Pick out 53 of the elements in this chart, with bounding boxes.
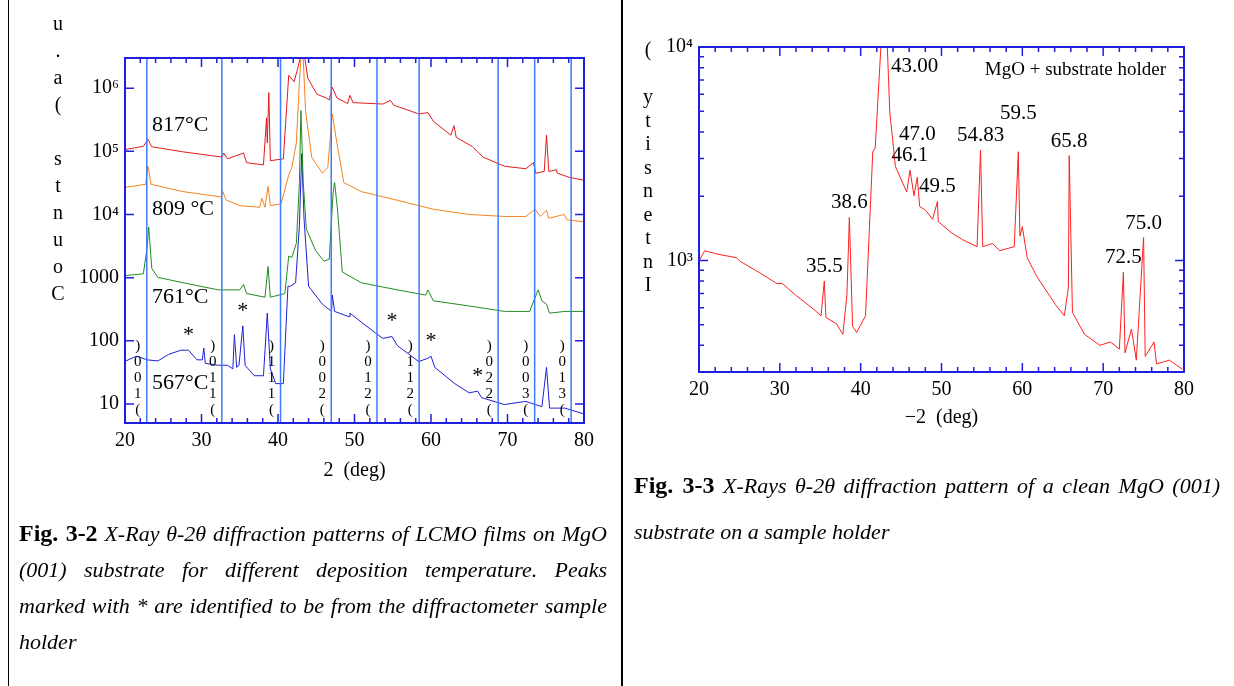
annotation: (220) xyxy=(485,337,493,419)
x-tick-label: 80 xyxy=(574,428,594,451)
series-label: 809 °C xyxy=(152,195,214,221)
annotation: 65.8 xyxy=(1050,127,1088,152)
annotation: 38.6 xyxy=(830,189,868,214)
caption: Fig. 3-2 X-Ray θ-2θ diffraction patterns of LCMO films on MgO (001) substrate for different deposition temperature. Peaks marked with * are identified to be from the diffractometer sample holder xyxy=(19,519,607,656)
annotation: * xyxy=(386,307,398,333)
y-tick-label: 10⁵ xyxy=(92,138,119,161)
x-tick-label: 40 xyxy=(850,377,871,400)
series-label: 567°C xyxy=(152,368,209,394)
y-tick-label: 10⁶ xyxy=(92,75,120,98)
x-tick-label: 70 xyxy=(497,428,518,451)
annotation: 43.00 xyxy=(890,53,939,78)
annotation: 35.5 xyxy=(805,253,843,278)
annotation: (111) xyxy=(267,337,276,419)
y-tick-label: 10⁴ xyxy=(666,34,694,57)
y-tick-label: 10⁴ xyxy=(92,201,120,224)
x-tick-label: 50 xyxy=(931,377,952,400)
annotation: 54.83 xyxy=(956,122,1005,147)
x-tick-label: 30 xyxy=(191,428,212,451)
annotation: * xyxy=(237,296,249,322)
annotation: (200) xyxy=(318,337,326,419)
x-tick-label: 20 xyxy=(689,377,709,400)
y-tick-label: 10 xyxy=(99,391,119,414)
caption: Fig. 3-3 X-Rays θ-2θ diffraction pattern of a clean MgO (001) substrate on a sample holder xyxy=(634,471,1220,546)
x-tick-label: 80 xyxy=(1174,377,1194,400)
x-tick-label: 60 xyxy=(1012,377,1033,400)
x-tick-label: 50 xyxy=(344,428,365,451)
annotation: (100) xyxy=(134,337,142,419)
x-tick-label: 20 xyxy=(115,428,135,451)
x-tick-label: 40 xyxy=(268,428,288,451)
x-tick-label: 60 xyxy=(421,428,441,451)
annotation: * xyxy=(425,327,437,353)
y-tick-label: 1000 xyxy=(79,264,119,287)
y-tick-label: 100 xyxy=(89,328,119,351)
annotation: (211) xyxy=(406,337,414,419)
annotation: (210) xyxy=(364,337,372,419)
annotation: * xyxy=(182,320,194,346)
annotation: * xyxy=(472,361,484,387)
y-tick-label: 10³ xyxy=(667,247,693,270)
annotation: 49.5 xyxy=(919,173,956,198)
annotation: 59.5 xyxy=(999,99,1037,124)
x-tick-label: 30 xyxy=(769,377,790,400)
annotation: (300) xyxy=(521,337,530,419)
annotation: MgO + substrate holder xyxy=(984,58,1167,80)
annotation: 75.0 xyxy=(1125,209,1162,234)
annotation: (310) xyxy=(558,337,566,419)
x-tick-label: 70 xyxy=(1093,377,1114,400)
x-axis-title: −2 (deg) xyxy=(904,405,979,429)
series-label: 817°C xyxy=(152,111,209,137)
series-label: 761°C xyxy=(152,283,209,309)
x-axis-title: 2 (deg) xyxy=(323,458,386,482)
annotation: 72.5 xyxy=(1105,244,1142,269)
